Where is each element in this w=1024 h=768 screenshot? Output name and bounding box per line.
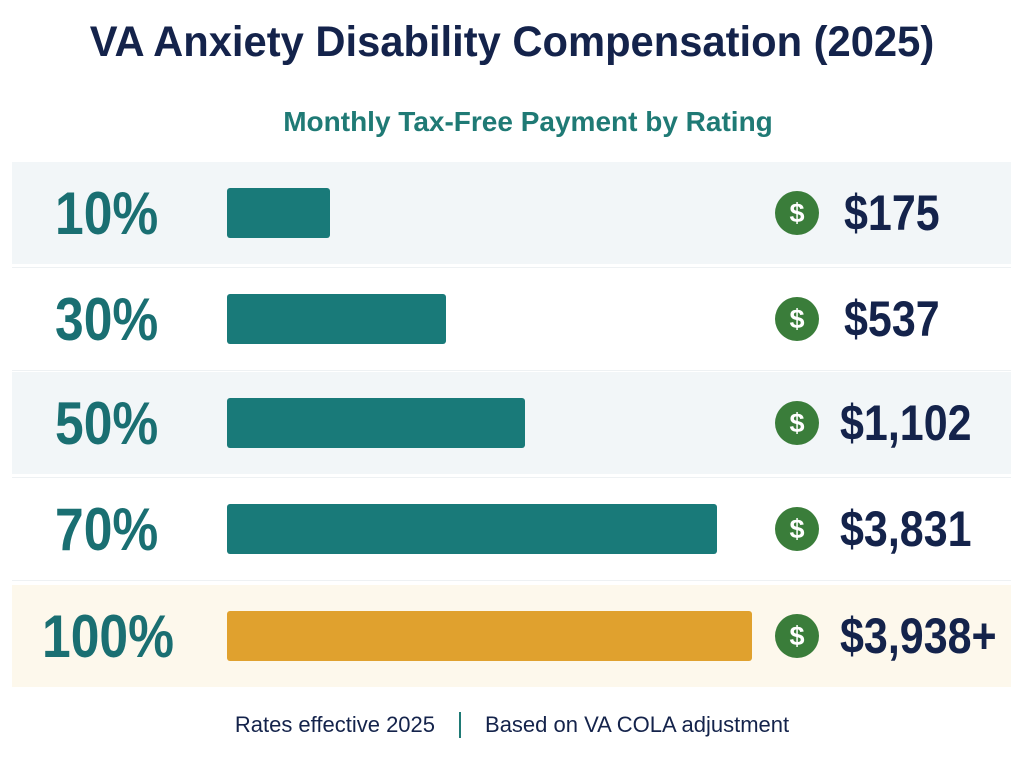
bar — [227, 611, 752, 661]
dollar-coin-icon: $ — [775, 507, 819, 551]
footer: Rates effective 2025 Based on VA COLA ad… — [0, 712, 1024, 738]
rating-label: 30% — [55, 285, 159, 353]
rating-label: 100% — [42, 602, 174, 670]
payment-amount: $537 — [844, 291, 940, 347]
rating-label: 50% — [55, 389, 159, 457]
footer-note-effective: Rates effective 2025 — [234, 712, 436, 737]
dollar-coin-icon: $ — [775, 401, 819, 445]
payment-amount: $1,102 — [840, 395, 972, 451]
payment-amount: $3,938+ — [840, 608, 997, 664]
chart-subtitle: Monthly Tax-Free Payment by Rating — [283, 106, 773, 137]
dollar-coin-icon: $ — [775, 191, 819, 235]
dollar-sign-icon: $ — [789, 620, 805, 651]
payment-amount: $3,831 — [840, 501, 972, 557]
dollar-sign-icon: $ — [789, 303, 805, 334]
dollar-coin-icon: $ — [775, 297, 819, 341]
chart-row: 100% $ $3,938+ — [12, 585, 1011, 687]
dollar-sign-icon: $ — [789, 407, 805, 438]
bar — [227, 504, 717, 554]
rating-label: 70% — [55, 495, 159, 563]
chart-row: 10% $ $175 — [12, 162, 1011, 264]
dollar-coin-icon: $ — [775, 614, 819, 658]
bar — [227, 398, 525, 448]
footer-separator — [459, 712, 462, 738]
payment-amount: $175 — [844, 185, 940, 241]
bar — [227, 188, 330, 238]
chart-title: VA Anxiety Disability Compensation (2025… — [89, 18, 935, 66]
chart-row: 70% $ $3,831 — [12, 477, 1011, 581]
bar — [227, 294, 446, 344]
footer-note-cola: Based on VA COLA adjustment — [485, 712, 790, 737]
rating-label: 10% — [55, 179, 159, 247]
chart-row: 50% $ $1,102 — [12, 372, 1011, 474]
dollar-sign-icon: $ — [789, 197, 805, 228]
dollar-sign-icon: $ — [789, 513, 805, 544]
chart-row: 30% $ $537 — [12, 267, 1011, 371]
